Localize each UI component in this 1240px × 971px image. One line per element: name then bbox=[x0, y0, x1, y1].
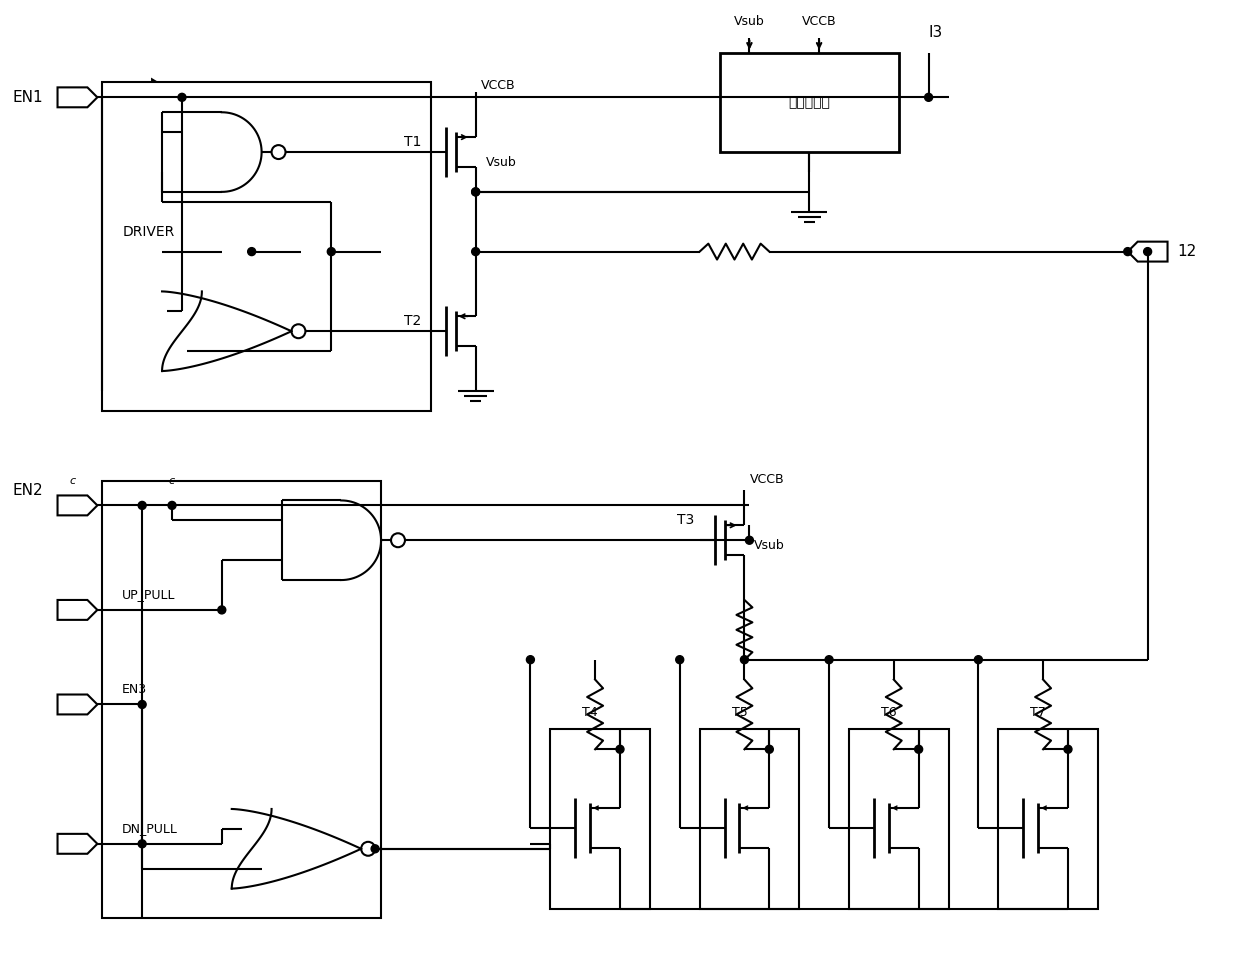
FancyBboxPatch shape bbox=[699, 729, 800, 909]
Text: VCCB: VCCB bbox=[481, 80, 516, 92]
Text: T2: T2 bbox=[404, 315, 420, 328]
Text: VCCB: VCCB bbox=[749, 473, 784, 486]
Circle shape bbox=[371, 845, 379, 853]
Text: VCCB: VCCB bbox=[802, 15, 837, 27]
FancyBboxPatch shape bbox=[719, 52, 899, 152]
Text: T7: T7 bbox=[1030, 706, 1047, 720]
Circle shape bbox=[179, 93, 186, 101]
Text: EN1: EN1 bbox=[12, 90, 43, 105]
Circle shape bbox=[471, 188, 480, 196]
FancyBboxPatch shape bbox=[998, 729, 1097, 909]
Circle shape bbox=[1123, 248, 1132, 255]
Circle shape bbox=[138, 501, 146, 510]
Circle shape bbox=[740, 655, 749, 663]
Circle shape bbox=[527, 655, 534, 663]
Text: DRIVER: DRIVER bbox=[123, 224, 175, 239]
Text: T5: T5 bbox=[732, 706, 748, 720]
Text: T4: T4 bbox=[583, 706, 598, 720]
Text: c: c bbox=[69, 476, 76, 486]
Circle shape bbox=[248, 248, 255, 255]
Text: EN2: EN2 bbox=[12, 483, 43, 498]
Circle shape bbox=[218, 606, 226, 614]
Circle shape bbox=[925, 93, 932, 101]
Text: UP_PULL: UP_PULL bbox=[123, 588, 176, 601]
FancyBboxPatch shape bbox=[551, 729, 650, 909]
Text: Vsub: Vsub bbox=[754, 539, 785, 552]
Text: T1: T1 bbox=[403, 135, 420, 150]
Text: 防倒灌模块: 防倒灌模块 bbox=[789, 95, 830, 110]
Circle shape bbox=[1143, 248, 1152, 255]
Circle shape bbox=[915, 746, 923, 753]
Circle shape bbox=[138, 700, 146, 709]
Circle shape bbox=[825, 655, 833, 663]
Circle shape bbox=[327, 248, 335, 255]
Text: T6: T6 bbox=[880, 706, 897, 720]
Circle shape bbox=[975, 655, 982, 663]
FancyBboxPatch shape bbox=[103, 481, 381, 919]
Text: I3: I3 bbox=[929, 25, 942, 40]
Text: Vsub: Vsub bbox=[734, 15, 765, 27]
Text: 12: 12 bbox=[1178, 244, 1197, 259]
Text: DN_PULL: DN_PULL bbox=[123, 822, 179, 835]
Circle shape bbox=[765, 746, 774, 753]
FancyBboxPatch shape bbox=[103, 83, 430, 411]
Circle shape bbox=[745, 536, 754, 544]
Circle shape bbox=[471, 188, 480, 196]
Circle shape bbox=[471, 248, 480, 255]
FancyBboxPatch shape bbox=[849, 729, 949, 909]
Circle shape bbox=[616, 746, 624, 753]
Circle shape bbox=[676, 655, 683, 663]
Circle shape bbox=[169, 501, 176, 510]
Text: Vsub: Vsub bbox=[486, 155, 516, 169]
Circle shape bbox=[138, 840, 146, 848]
Text: T3: T3 bbox=[677, 514, 694, 527]
Text: c: c bbox=[169, 476, 175, 486]
Text: EN3: EN3 bbox=[123, 683, 148, 696]
Circle shape bbox=[1064, 746, 1071, 753]
